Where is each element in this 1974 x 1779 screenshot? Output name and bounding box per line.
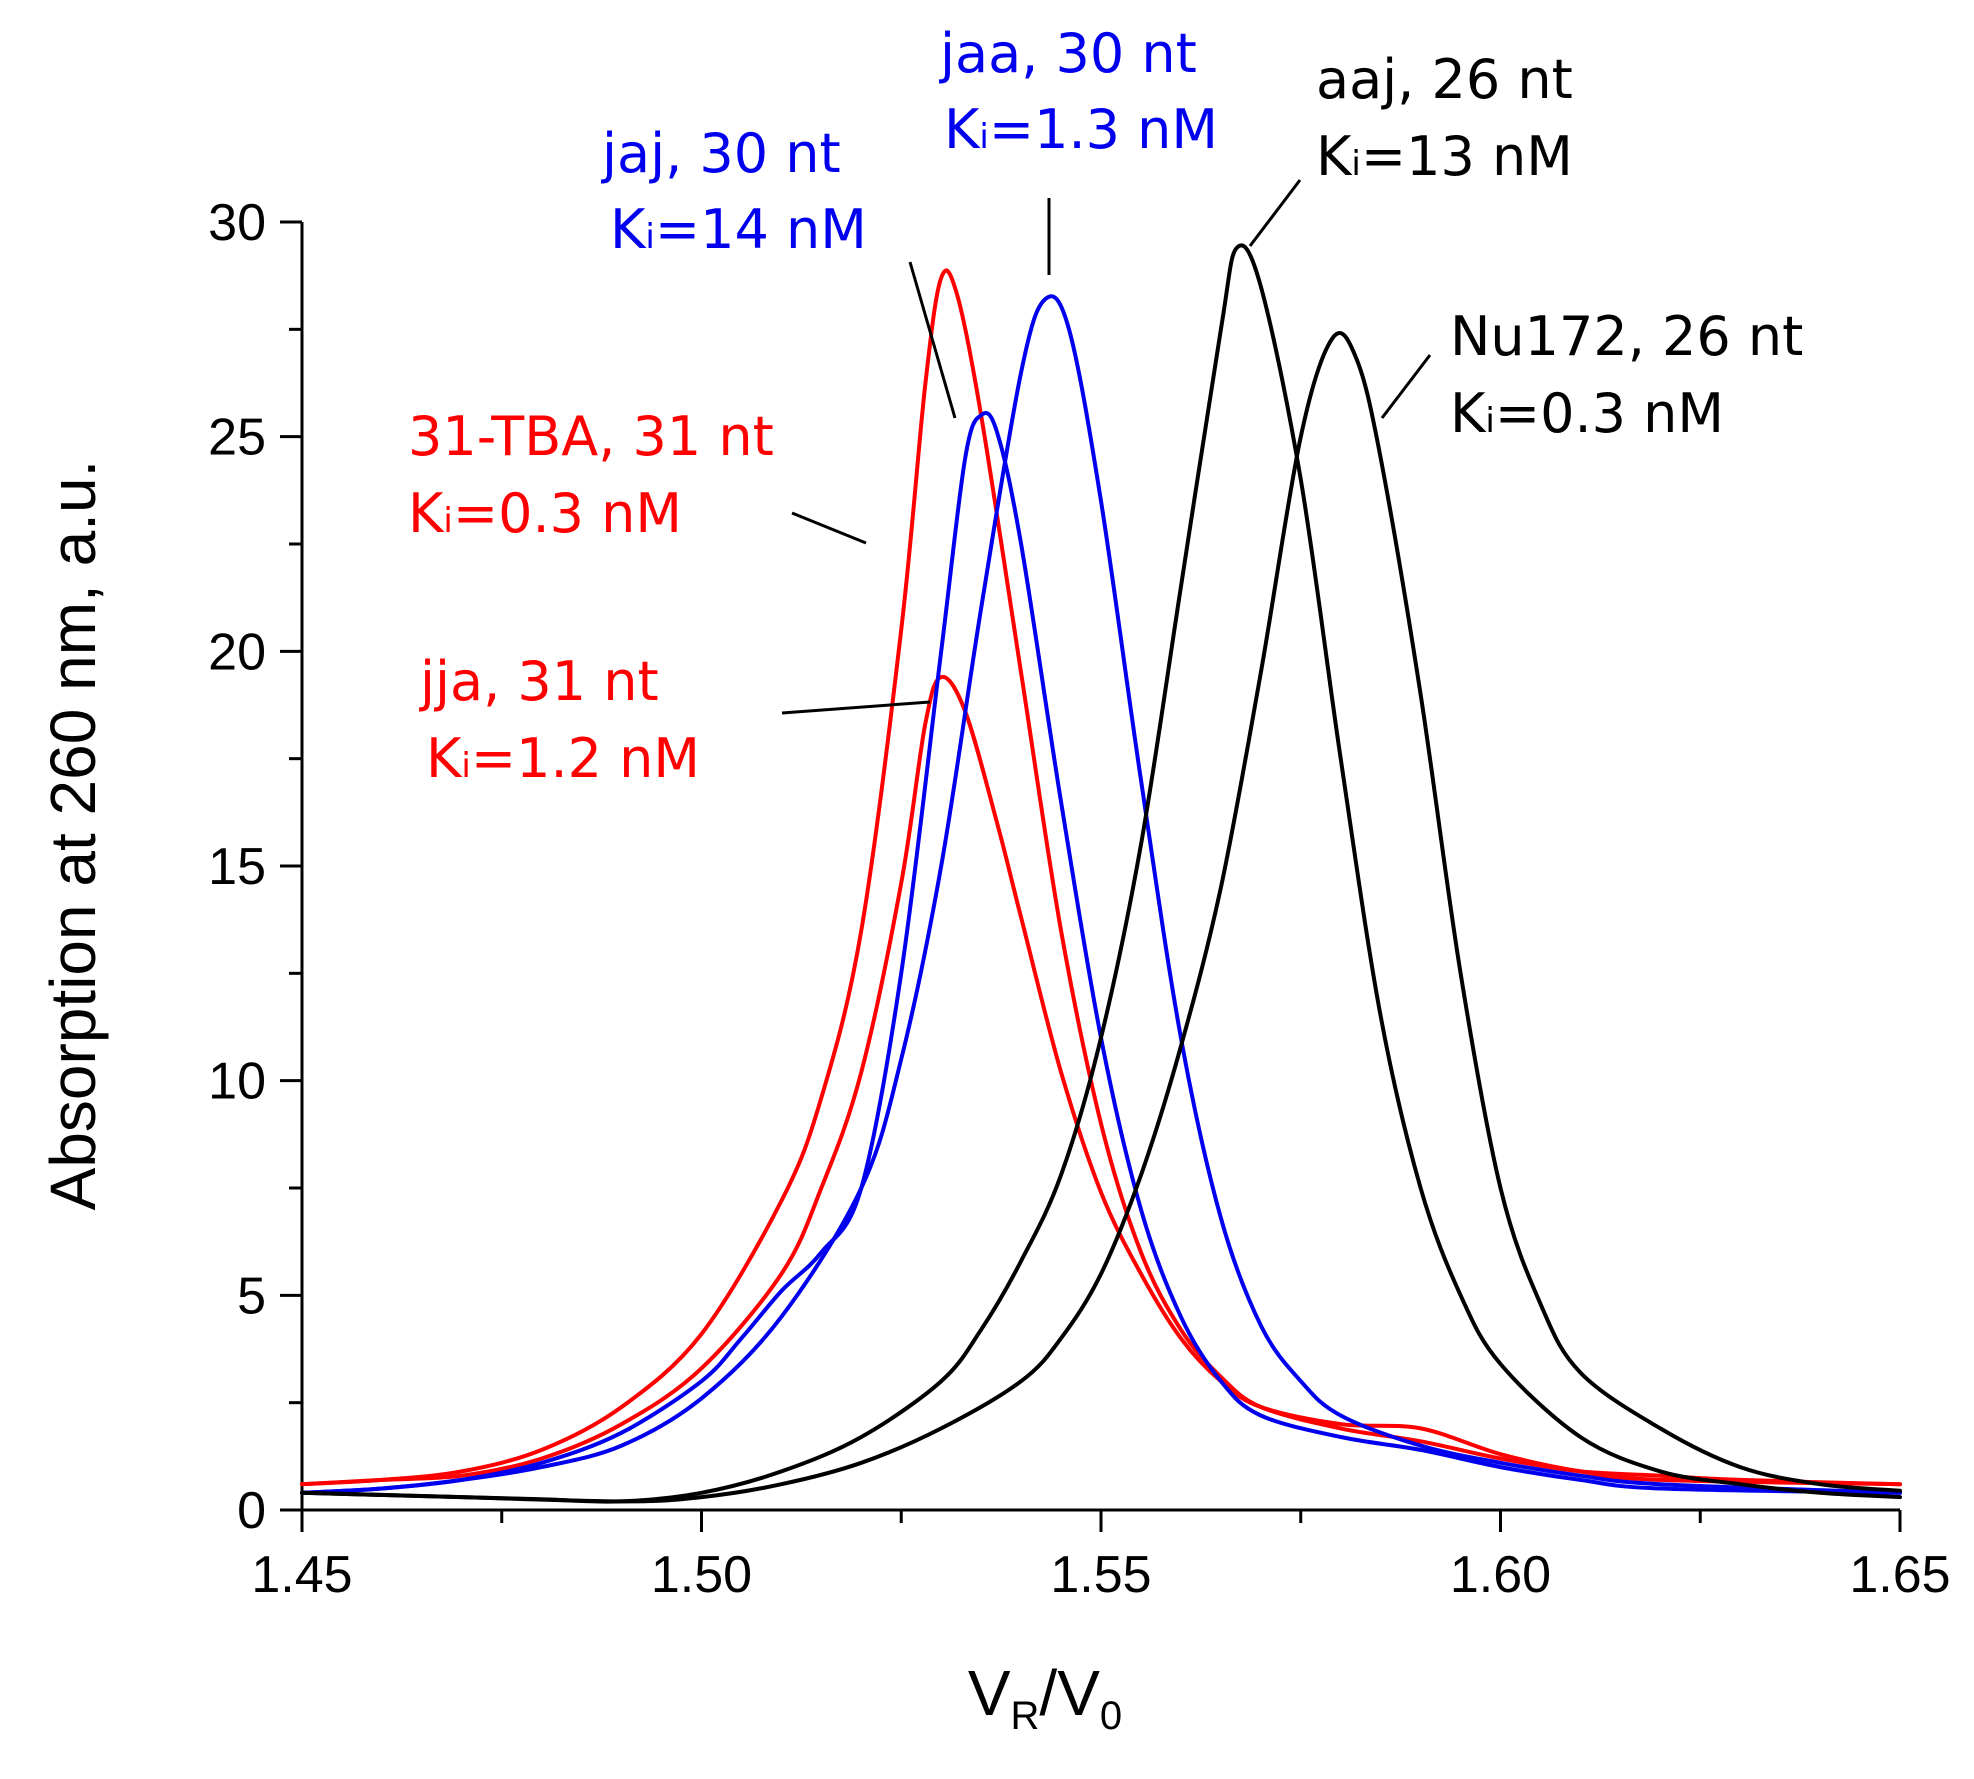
y-tick-label: 25	[208, 409, 266, 467]
y-tick-label: 5	[237, 1267, 266, 1325]
leader-nu172	[1380, 354, 1432, 419]
axis-ticks: 1.45 1.50 1.55 1.60 1.65 0 5 10 15 20 25 30	[208, 194, 1950, 1604]
annotation-31-tba-line2: Ki=0.3 nM	[408, 482, 682, 545]
annotation-31-tba: 31-TBA, 31 nt Ki=0.3 nM	[408, 405, 774, 545]
annotation-jja-line2: Ki=1.2 nM	[426, 727, 700, 790]
annotation-nu172-line2: Ki=0.3 nM	[1450, 382, 1724, 445]
y-tick-label: 10	[208, 1053, 266, 1111]
annotation-31-tba-line1: 31-TBA, 31 nt	[408, 405, 774, 468]
x-axis-title-sub1: R	[1011, 1694, 1040, 1738]
annotation-jaj-line2: Ki=14 nM	[610, 198, 867, 261]
series-line-aaj	[300, 243, 1902, 1504]
x-tick-label: 1.65	[1849, 1546, 1950, 1604]
leader-aaj	[1248, 179, 1302, 247]
y-axis-title: Absorption at 260 nm, a.u.	[37, 460, 109, 1211]
annotation-jja: jja, 31 nt Ki=1.2 nM	[419, 650, 700, 790]
y-tick-label: 0	[237, 1482, 266, 1540]
series-line-jaa	[300, 294, 1902, 1495]
annotation-jaa-line2: Ki=1.3 nM	[944, 98, 1218, 161]
annotation-jaa: jaa, 30 nt Ki=1.3 nM	[939, 22, 1218, 161]
annotation-jja-line1: jja, 31 nt	[419, 650, 659, 713]
annotation-nu172: Nu172, 26 nt Ki=0.3 nM	[1450, 305, 1803, 445]
x-axis-title: VR/V0	[968, 1657, 1122, 1738]
leader-jja	[781, 700, 931, 715]
series-curves	[300, 243, 1902, 1504]
x-tick-label: 1.50	[651, 1546, 752, 1604]
annotation-jaa-line1: jaa, 30 nt	[939, 22, 1197, 85]
x-axis-title-main: V	[968, 1657, 1011, 1729]
annotation-aaj-line2: Ki=13 nM	[1316, 125, 1573, 188]
leader-31-tba	[791, 511, 867, 545]
x-tick-label: 1.45	[251, 1546, 352, 1604]
y-tick-label: 20	[208, 623, 266, 681]
series-line-31-tba	[300, 268, 1902, 1487]
leader-jaj	[908, 261, 957, 419]
annotation-aaj-line1: aaj, 26 nt	[1316, 48, 1573, 111]
series-line-nu172	[300, 331, 1902, 1504]
annotation-jaj-line1: jaj, 30 nt	[601, 122, 841, 185]
x-tick-label: 1.55	[1050, 1546, 1151, 1604]
y-tick-label: 30	[208, 194, 266, 252]
x-axis-title-sep: /V	[1039, 1657, 1100, 1729]
y-tick-label: 15	[208, 838, 266, 896]
series-line-jja	[300, 674, 1902, 1487]
annotation-nu172-line1: Nu172, 26 nt	[1450, 305, 1803, 368]
x-tick-label: 1.60	[1450, 1546, 1551, 1604]
annotation-jaj: jaj, 30 nt Ki=14 nM	[601, 122, 867, 261]
annotation-leaders	[781, 179, 1432, 715]
series-line-jaj	[300, 411, 1902, 1495]
x-axis-title-sub2: 0	[1100, 1694, 1122, 1738]
annotation-aaj: aaj, 26 nt Ki=13 nM	[1316, 48, 1573, 188]
